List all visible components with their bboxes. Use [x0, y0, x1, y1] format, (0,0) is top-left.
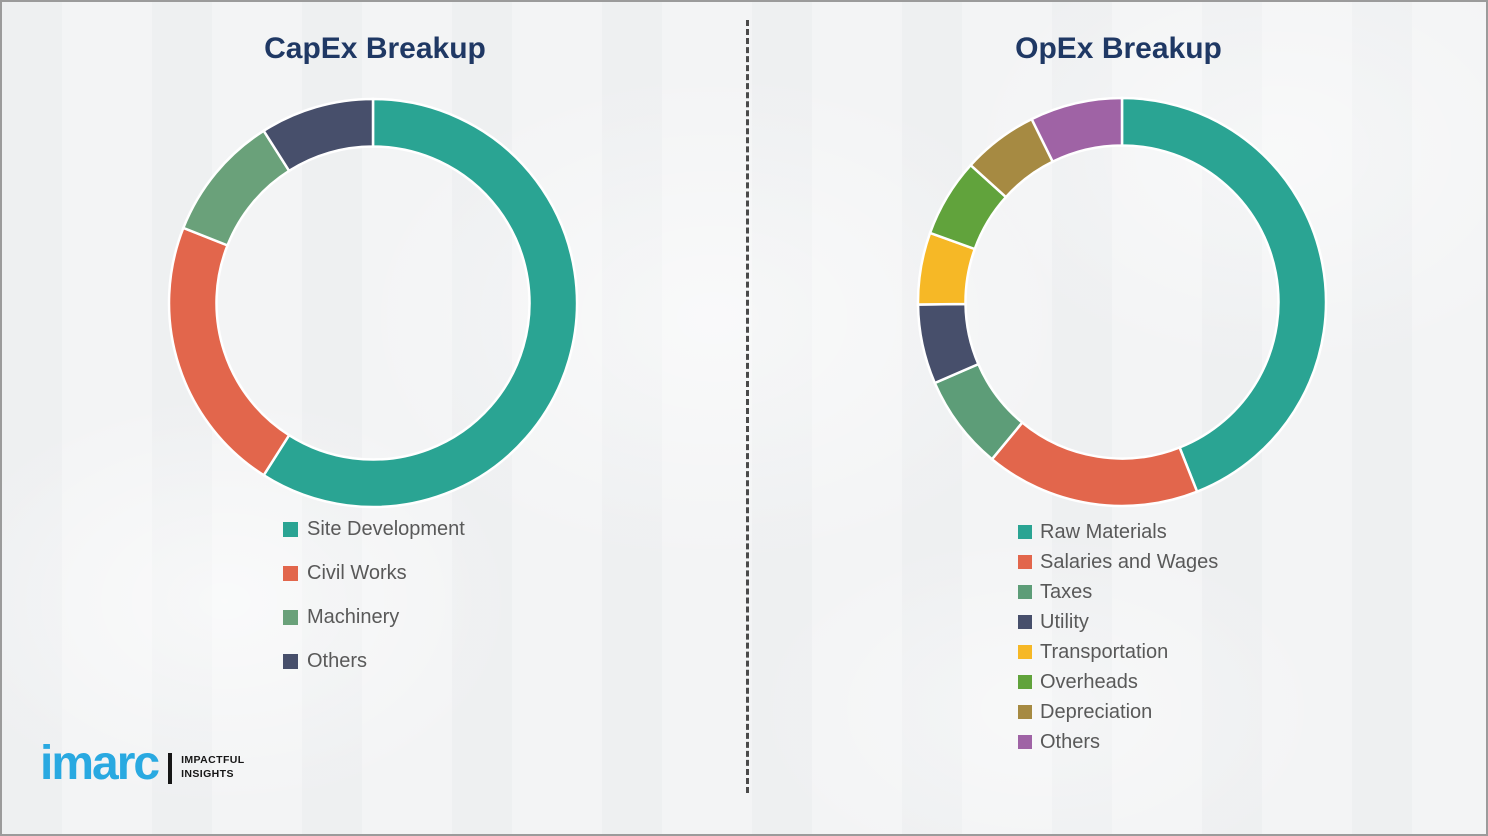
legend-swatch-icon: [1018, 645, 1032, 659]
legend-label: Salaries and Wages: [1040, 551, 1219, 573]
legend-label: Overheads: [1040, 671, 1138, 693]
segment-others: [1030, 96, 1124, 164]
legend-item-transportation: Transportation: [1018, 637, 1218, 667]
legend-label: Transportation: [1040, 641, 1169, 663]
legend-swatch-icon: [1018, 555, 1032, 569]
legend-label: Depreciation: [1040, 701, 1153, 723]
legend-swatch-icon: [1018, 735, 1032, 749]
legend-swatch-icon: [283, 653, 298, 669]
legend-item-taxes: Taxes: [1018, 577, 1218, 607]
legend-item-site-development: Site Development: [283, 507, 465, 551]
legend-label: Civil Works: [307, 562, 407, 584]
segment-others: [261, 97, 375, 173]
legend-swatch-icon: [283, 565, 298, 581]
legend-item-raw-materials: Raw Materials: [1018, 517, 1218, 547]
legend-item-salaries-and-wages: Salaries and Wages: [1018, 547, 1218, 577]
segment-raw-materials: [1120, 96, 1328, 494]
legend-swatch-icon: [1018, 525, 1032, 539]
legend-label: Others: [1040, 731, 1101, 753]
legend-label: Raw Materials: [1040, 521, 1167, 543]
segment-site-development: [261, 97, 579, 509]
opex-chart-title: OpEx Breakup: [1015, 32, 1222, 65]
legend-swatch-icon: [1018, 705, 1032, 719]
legend-item-utility: Utility: [1018, 607, 1218, 637]
opex-breakup-svg: [916, 96, 1328, 508]
tagline-line-1: IMPACTFUL: [181, 754, 245, 767]
imarc-logo: imarc IMPACTFUL INSIGHTS: [40, 740, 245, 788]
legend-label: Taxes: [1040, 581, 1093, 603]
legend-swatch-icon: [1018, 585, 1032, 599]
legend-label: Others: [307, 650, 368, 672]
legend-swatch-icon: [1018, 675, 1032, 689]
opex-donut-chart: [912, 92, 1332, 512]
legend-label: Utility: [1040, 611, 1089, 633]
imarc-wordmark: imarc: [40, 737, 160, 790]
legend-item-depreciation: Depreciation: [1018, 697, 1218, 727]
segment-salaries-and-wages: [990, 420, 1199, 508]
legend-item-others: Others: [1018, 727, 1218, 757]
legend-item-others: Others: [283, 639, 465, 683]
capex-chart-title: CapEx Breakup: [264, 32, 486, 65]
imarc-tagline: IMPACTFUL INSIGHTS: [181, 754, 244, 781]
legend-item-overheads: Overheads: [1018, 667, 1218, 697]
tagline-line-2: INSIGHTS: [181, 768, 234, 780]
legend-item-civil-works: Civil Works: [283, 551, 465, 595]
capex-breakup-svg: [167, 97, 579, 509]
segment-civil-works: [167, 226, 291, 477]
legend-swatch-icon: [283, 521, 298, 537]
capex-donut-chart: [163, 93, 583, 513]
legend-item-machinery: Machinery: [283, 595, 465, 639]
legend-label: Machinery: [307, 606, 400, 628]
logo-divider-bar-icon: [168, 752, 173, 784]
legend-swatch-icon: [283, 609, 298, 625]
opex-legend: Raw Materials Salaries and Wages Taxes Util…: [1018, 517, 1218, 757]
legend-swatch-icon: [1018, 615, 1032, 629]
legend-label: Site Development: [307, 518, 465, 540]
capex-legend: Site Development Civil Works Machinery Othe…: [283, 507, 465, 683]
vertical-dashed-divider: [746, 20, 749, 793]
